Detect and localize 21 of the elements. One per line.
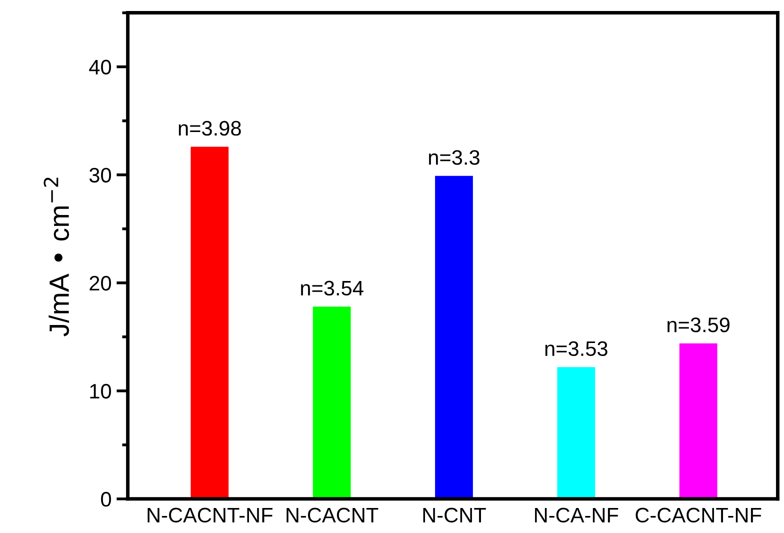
x-tick-label: N-CACNT-NF	[148, 508, 272, 523]
annotation: n=3.98	[178, 120, 241, 136]
bar	[190, 146, 229, 499]
x-tick-label: C-CACNT-NF	[636, 508, 762, 523]
y-axis-title: J/mA • cm$^{−2}$	[44, 178, 70, 336]
bar	[435, 176, 473, 499]
y-tick-label: 30	[89, 168, 112, 183]
annotation: n=3.3	[429, 150, 480, 165]
x-tick-label: N-CACNT	[286, 508, 378, 523]
annotation: n=3.53	[545, 341, 608, 356]
bar	[312, 306, 351, 499]
y-tick-label: 40	[89, 60, 112, 75]
annotation: n=3.59	[668, 318, 730, 332]
x-tick-label: N-CA-NF	[535, 508, 618, 523]
y-tick-label: 20	[90, 276, 112, 291]
y-tick-label: 0	[101, 492, 112, 507]
bar	[557, 367, 596, 499]
bar	[679, 343, 718, 499]
annotation: n=3.54	[301, 280, 364, 296]
y-tick-label: 10	[90, 384, 112, 399]
x-tick-label: N-CNT	[423, 508, 486, 523]
